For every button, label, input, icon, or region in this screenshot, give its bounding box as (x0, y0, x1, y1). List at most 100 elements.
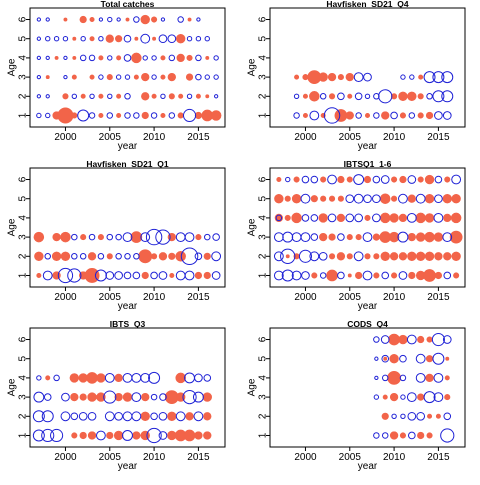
positive-residual-bubble (407, 91, 417, 101)
negative-residual-bubble (41, 410, 54, 423)
negative-residual-bubble (381, 354, 390, 363)
positive-residual-bubble (141, 92, 150, 101)
positive-residual-bubble (158, 252, 168, 261)
y-axis-label: Age (7, 378, 18, 396)
negative-residual-bubble (142, 55, 148, 61)
negative-residual-bubble (107, 93, 113, 99)
positive-residual-bubble (345, 72, 354, 82)
negative-residual-bubble (408, 112, 416, 119)
negative-residual-bubble (373, 432, 380, 439)
negative-residual-bubble (195, 73, 202, 81)
negative-residual-bubble (337, 271, 345, 280)
negative-residual-bubble (67, 268, 82, 283)
negative-residual-bubble (345, 213, 355, 223)
positive-residual-bubble (320, 176, 327, 183)
positive-residual-bubble (451, 251, 461, 261)
negative-residual-bubble (381, 374, 389, 382)
positive-residual-bubble (347, 273, 352, 278)
negative-residual-bubble (88, 112, 96, 119)
positive-residual-bubble (194, 271, 203, 280)
negative-residual-bubble (380, 175, 390, 184)
positive-residual-bubble (415, 212, 426, 224)
positive-residual-bubble (417, 431, 425, 440)
y-tick-label: 2 (18, 413, 29, 419)
negative-residual-bubble (145, 228, 163, 246)
negative-residual-bubble (53, 36, 60, 42)
negative-residual-bubble (310, 175, 319, 184)
positive-residual-bubble (284, 195, 291, 202)
positive-residual-bubble (274, 194, 284, 204)
negative-residual-bubble (433, 392, 444, 403)
bubble-layer (33, 228, 222, 284)
negative-residual-bubble (158, 431, 168, 440)
negative-residual-bubble (168, 112, 176, 119)
positive-residual-bubble (435, 413, 441, 419)
positive-residual-bubble (45, 375, 51, 381)
positive-residual-bubble (424, 213, 435, 223)
negative-residual-bubble (337, 92, 345, 101)
negative-residual-bubble (167, 34, 177, 44)
negative-residual-bubble (77, 109, 90, 122)
plot-frame (29, 327, 226, 448)
negative-residual-bubble (175, 232, 186, 243)
negative-residual-bubble (353, 193, 364, 204)
positive-residual-bubble (389, 213, 399, 223)
negative-residual-bubble (160, 17, 166, 22)
negative-residual-bubble (355, 112, 362, 119)
negative-residual-bubble (354, 213, 363, 223)
negative-residual-bubble (71, 233, 78, 241)
positive-residual-bubble (80, 93, 86, 99)
negative-residual-bubble (407, 411, 417, 421)
positive-residual-bubble (291, 194, 302, 204)
positive-residual-bubble (122, 392, 133, 402)
negative-residual-bubble (122, 430, 133, 441)
negative-residual-bubble (124, 253, 131, 260)
positive-residual-bubble (87, 252, 97, 261)
positive-residual-bubble (389, 431, 399, 440)
negative-residual-bubble (291, 232, 302, 243)
positive-residual-bubble (177, 112, 184, 119)
positive-residual-bubble (442, 194, 452, 204)
positive-residual-bubble (417, 176, 424, 183)
positive-residual-bubble (399, 175, 407, 184)
positive-residual-bubble (151, 93, 157, 99)
negative-residual-bubble (96, 430, 106, 441)
positive-residual-bubble (427, 413, 433, 419)
negative-residual-bubble (45, 36, 51, 42)
negative-residual-bubble (89, 93, 95, 99)
negative-residual-bubble (45, 17, 50, 22)
negative-residual-bubble (43, 393, 52, 401)
y-tick-label: 5 (258, 35, 269, 41)
positive-residual-bubble (116, 112, 122, 118)
x-tick-label: 2000 (294, 292, 317, 303)
y-tick-label: 2 (258, 253, 269, 259)
positive-residual-bubble (87, 431, 97, 440)
plot-frame (269, 327, 466, 448)
negative-residual-bubble (203, 374, 212, 382)
negative-residual-bubble (98, 74, 104, 80)
negative-residual-bubble (327, 174, 337, 185)
positive-residual-bubble (389, 252, 399, 261)
y-tick-label: 2 (258, 93, 269, 99)
positive-residual-bubble (337, 175, 345, 184)
positive-residual-bubble (417, 93, 424, 100)
y-tick-label: 6 (18, 16, 29, 22)
negative-residual-bubble (273, 232, 284, 243)
negative-residual-bubble (194, 252, 203, 261)
negative-residual-bubble (415, 193, 426, 204)
negative-residual-bubble (33, 391, 45, 403)
positive-residual-bubble (141, 111, 149, 120)
negative-residual-bubble (362, 232, 373, 243)
bubble-layer (293, 70, 454, 124)
negative-residual-bubble (213, 55, 219, 61)
y-tick-label: 1 (258, 432, 269, 438)
positive-residual-bubble (433, 232, 444, 242)
positive-residual-bubble (71, 112, 78, 119)
negative-residual-bubble (122, 232, 133, 243)
x-tick-label: 2015 (187, 132, 210, 143)
positive-residual-bubble (389, 354, 399, 364)
positive-residual-bubble (63, 17, 68, 22)
positive-residual-bubble (346, 253, 353, 260)
negative-residual-bubble (353, 174, 365, 185)
